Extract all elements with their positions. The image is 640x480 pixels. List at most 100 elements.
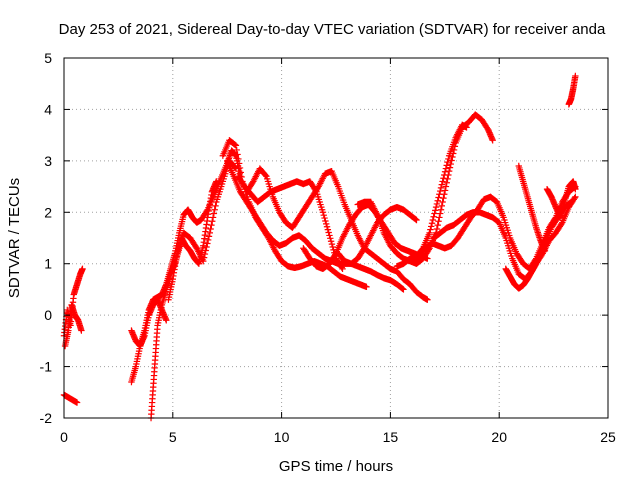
data-point bbox=[328, 240, 336, 248]
x-tick-label: 20 bbox=[491, 429, 507, 445]
data-point bbox=[204, 236, 212, 244]
y-tick-label: -1 bbox=[40, 359, 53, 375]
data-point bbox=[163, 317, 170, 324]
data-point bbox=[204, 240, 211, 247]
data-point bbox=[201, 250, 209, 258]
data-point bbox=[434, 221, 441, 229]
data-point bbox=[326, 232, 333, 239]
data-point bbox=[432, 207, 439, 214]
data-point bbox=[441, 187, 449, 194]
data-point bbox=[430, 213, 437, 220]
data-point bbox=[432, 203, 440, 211]
data-points bbox=[60, 72, 579, 422]
data-point bbox=[437, 184, 445, 192]
data-point bbox=[572, 193, 579, 201]
data-point bbox=[236, 164, 244, 172]
data-point bbox=[441, 168, 449, 175]
data-point bbox=[558, 220, 565, 228]
x-tick-label: 15 bbox=[383, 429, 399, 445]
data-point bbox=[436, 187, 444, 195]
data-point bbox=[200, 254, 208, 261]
data-point bbox=[232, 165, 240, 172]
data-point bbox=[321, 214, 328, 222]
series-track-t bbox=[543, 178, 579, 221]
data-point bbox=[429, 216, 437, 224]
series-track-n bbox=[354, 111, 496, 267]
data-point bbox=[571, 194, 578, 202]
data-point bbox=[445, 155, 452, 163]
y-tick-label: -2 bbox=[40, 410, 53, 426]
data-point bbox=[428, 223, 435, 230]
data-point bbox=[339, 265, 346, 273]
data-point bbox=[327, 238, 335, 245]
data-point bbox=[329, 243, 336, 251]
data-point bbox=[211, 206, 218, 213]
axis-ticks: 0 5 10 15 20 25 -2 -1 0 1 2 3 4 5 bbox=[40, 50, 616, 445]
series-track-s bbox=[515, 162, 549, 255]
data-point bbox=[213, 178, 220, 185]
data-point bbox=[436, 210, 444, 217]
data-point bbox=[435, 194, 442, 201]
y-tick-label: 5 bbox=[44, 50, 52, 66]
data-point bbox=[412, 216, 419, 223]
x-tick-label: 10 bbox=[274, 429, 290, 445]
data-point bbox=[433, 225, 441, 233]
data-point bbox=[438, 181, 446, 188]
data-point bbox=[572, 185, 579, 193]
data-point bbox=[443, 162, 450, 169]
x-tick-label: 5 bbox=[169, 429, 177, 445]
data-point bbox=[428, 220, 436, 227]
data-point bbox=[324, 226, 332, 233]
data-point bbox=[413, 216, 420, 224]
series-track-i bbox=[224, 157, 407, 293]
data-point bbox=[440, 194, 447, 202]
data-point bbox=[319, 209, 327, 216]
series-track-k bbox=[243, 165, 431, 303]
data-point bbox=[320, 211, 327, 219]
data-point bbox=[400, 286, 407, 293]
data-point bbox=[424, 296, 431, 303]
x-axis-label: GPS time / hours bbox=[279, 458, 393, 475]
data-point bbox=[325, 229, 332, 236]
data-point bbox=[338, 264, 345, 271]
data-point bbox=[234, 151, 241, 158]
data-point bbox=[79, 265, 86, 273]
data-point bbox=[327, 235, 334, 242]
data-point bbox=[442, 183, 450, 190]
data-point bbox=[445, 167, 453, 175]
data-point bbox=[446, 164, 454, 171]
data-point bbox=[444, 175, 451, 183]
data-point bbox=[433, 200, 441, 208]
data-point bbox=[442, 165, 450, 172]
series-track-u bbox=[565, 72, 579, 108]
data-point bbox=[237, 169, 244, 176]
data-point bbox=[437, 206, 445, 213]
data-point bbox=[208, 221, 215, 229]
y-tick-label: 0 bbox=[44, 307, 52, 323]
data-point bbox=[436, 214, 443, 221]
data-point bbox=[206, 229, 213, 237]
data-point bbox=[434, 197, 441, 204]
y-tick-label: 2 bbox=[44, 204, 52, 220]
data-point bbox=[439, 178, 446, 185]
series-track-a bbox=[60, 265, 86, 339]
grid-lines bbox=[64, 58, 608, 418]
data-point bbox=[436, 191, 443, 198]
y-tick-label: 4 bbox=[44, 101, 52, 117]
data-point bbox=[489, 137, 496, 144]
data-point bbox=[443, 179, 450, 186]
data-point bbox=[426, 229, 433, 237]
data-point bbox=[441, 171, 448, 179]
data-point bbox=[440, 175, 447, 182]
data-point bbox=[323, 223, 331, 230]
data-point bbox=[439, 198, 446, 206]
data-point bbox=[235, 155, 242, 163]
series-track-o bbox=[393, 121, 470, 270]
data-point bbox=[231, 141, 239, 148]
data-point bbox=[572, 72, 579, 80]
series-track-g bbox=[165, 178, 220, 303]
y-axis-label: SDTVAR / TECUs bbox=[6, 178, 23, 298]
data-point bbox=[427, 226, 434, 233]
series-track-f bbox=[147, 157, 240, 422]
